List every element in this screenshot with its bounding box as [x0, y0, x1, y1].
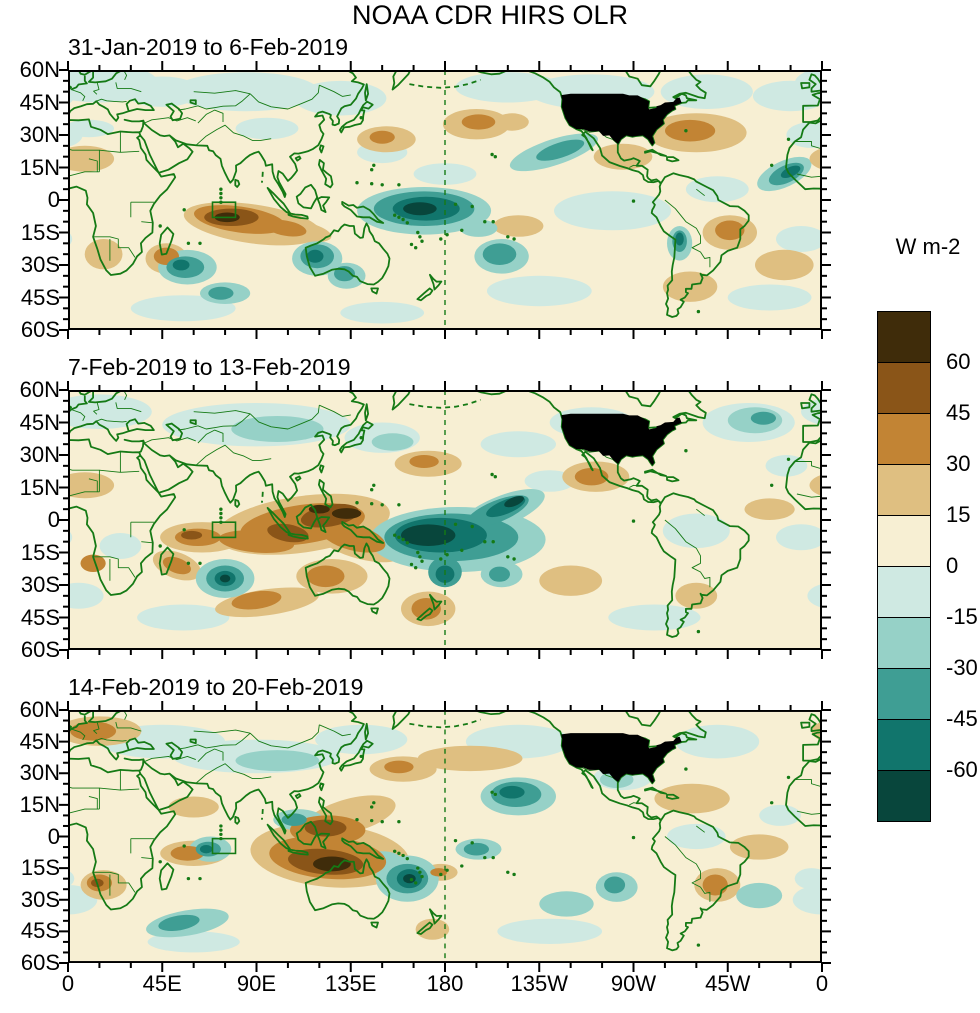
y-axis-label: 15N — [19, 154, 60, 180]
colorbar-swatch — [877, 311, 931, 363]
colorbar-swatch — [877, 464, 931, 516]
y-axis-label: 60N — [19, 697, 60, 722]
anomaly-map — [0, 709, 980, 963]
anomaly-map — [0, 389, 980, 650]
y-axis-label: 45S — [20, 284, 60, 310]
colorbar-swatch — [877, 413, 931, 465]
index-region-box — [211, 521, 237, 539]
y-axis-label: 60S — [20, 317, 60, 342]
y-axis-label: 15S — [20, 219, 60, 245]
colorbar-swatch — [877, 668, 931, 720]
colorbar-tick-label: -30 — [946, 655, 978, 680]
anomaly-map — [0, 63, 980, 330]
colorbar-swatch — [877, 770, 931, 822]
x-axis-label: 180 — [426, 971, 464, 996]
y-axis-label: 60S — [20, 637, 60, 662]
y-axis-label: 45S — [20, 604, 60, 630]
map-frame — [68, 390, 822, 650]
map-canvas — [0, 389, 980, 650]
y-axis-label: 30N — [19, 122, 60, 147]
colorbar-tick-label: -60 — [946, 757, 978, 782]
y-axis-label: 60N — [19, 57, 60, 82]
y-axis-label: 0 — [47, 187, 60, 212]
y-axis-label: 15N — [19, 791, 60, 817]
x-axis-label: 0 — [61, 971, 75, 996]
y-axis-label: 15S — [20, 855, 60, 881]
colorbar-tick-label: -45 — [946, 706, 978, 731]
panel-title: 31-Jan-2019 to 6-Feb-2019 — [68, 34, 349, 60]
y-axis-label: 45N — [19, 728, 60, 754]
map-frame — [68, 70, 822, 330]
index-region-box — [211, 837, 237, 855]
index-region-box — [211, 201, 237, 219]
colorbar-swatch — [877, 515, 931, 567]
y-axis-label: 60N — [19, 377, 60, 402]
y-axis-label: 30S — [20, 572, 60, 597]
colorbar-tick-label: -15 — [946, 604, 978, 629]
x-axis-label: 45E — [142, 971, 182, 996]
figure-title: NOAA CDR HIRS OLR — [351, 0, 629, 30]
map-canvas — [0, 709, 980, 963]
x-axis-label: 90E — [236, 971, 277, 996]
panel-title: 14-Feb-2019 to 20-Feb-2019 — [68, 674, 364, 700]
x-axis-label: 0 — [815, 971, 829, 996]
colorbar-tick-label: 60 — [946, 349, 971, 374]
y-axis-label: 15S — [20, 539, 60, 565]
colorbar-swatch — [877, 719, 931, 771]
y-axis-label: 0 — [47, 507, 60, 532]
colorbar-swatch — [877, 362, 931, 414]
y-axis-label: 45N — [19, 409, 60, 435]
colorbar: 60 45 30 15 0 -15 -30 -45 -60 — [877, 311, 978, 822]
x-axis-label: 135W — [510, 971, 568, 996]
map-canvas — [0, 63, 980, 330]
x-axis-label: 90W — [610, 971, 657, 996]
y-axis-label: 45N — [19, 89, 60, 115]
y-axis-label: 15N — [19, 474, 60, 500]
colorbar-tick-label: 15 — [946, 502, 971, 527]
colorbar-swatch — [877, 566, 931, 618]
x-axis-label: 45W — [705, 971, 751, 996]
y-axis-label: 45S — [20, 918, 60, 944]
colorbar-tick-label: 0 — [946, 553, 959, 578]
y-axis-label: 60S — [20, 950, 60, 975]
y-axis-label: 30S — [20, 252, 60, 277]
y-axis-label: 30N — [19, 760, 60, 786]
x-axis-label: 135E — [325, 971, 377, 996]
y-axis-label: 30S — [20, 886, 60, 912]
panel-title: 7-Feb-2019 to 13-Feb-2019 — [68, 354, 351, 380]
colorbar-tick-label: 45 — [946, 400, 971, 425]
colorbar-tick-label: 30 — [946, 451, 971, 476]
colorbar-swatch — [877, 617, 931, 669]
y-axis-label: 30N — [19, 442, 60, 467]
map-frame — [68, 710, 822, 963]
y-axis-label: 0 — [47, 823, 60, 849]
colorbar-unit-label: W m-2 — [895, 234, 961, 259]
